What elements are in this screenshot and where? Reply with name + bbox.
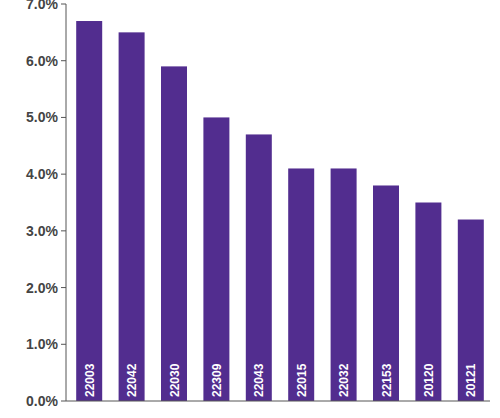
y-tick-label: 4.0% [26, 166, 58, 182]
y-tick [61, 4, 66, 5]
y-axis [66, 4, 67, 401]
category-label: 22153 [380, 363, 394, 397]
bar [203, 117, 229, 401]
y-tick-label: 3.0% [26, 223, 58, 239]
category-label: 22042 [125, 363, 139, 397]
bar [246, 134, 272, 401]
bar [331, 168, 357, 401]
y-tick [61, 117, 66, 118]
y-tick [61, 60, 66, 61]
y-tick-label: 1.0% [26, 336, 58, 352]
x-axis [66, 401, 490, 402]
y-tick [61, 287, 66, 288]
bar [373, 185, 399, 401]
bar [76, 21, 102, 401]
bars [76, 21, 484, 401]
category-label: 22003 [83, 363, 97, 397]
category-label: 22015 [295, 363, 309, 397]
y-tick [61, 344, 66, 345]
category-labels: 22003 22042 22030 22309 22043 22015 22032 22153… [83, 363, 479, 397]
category-label: 22309 [210, 363, 224, 397]
category-label: 22030 [168, 363, 182, 397]
bar [161, 66, 187, 401]
y-tick [61, 401, 66, 402]
y-tick-label: 0.0% [26, 393, 58, 409]
y-tick-label: 5.0% [26, 109, 58, 125]
category-label: 20121 [464, 363, 478, 397]
bar [415, 203, 441, 402]
category-label: 22032 [337, 363, 351, 397]
category-label: 20120 [422, 363, 436, 397]
y-tick [61, 174, 66, 175]
y-tick-label: 7.0% [26, 0, 58, 12]
bar [288, 168, 314, 401]
bar [119, 32, 145, 401]
chart-svg: 0.0%1.0%2.0%3.0%4.0%5.0%6.0%7.0%22003220… [0, 0, 500, 418]
y-tick-label: 6.0% [26, 53, 58, 69]
y-tick-label: 2.0% [26, 280, 58, 296]
category-label: 22043 [252, 363, 266, 397]
y-tick [61, 230, 66, 231]
bar [458, 220, 484, 401]
chart-container: 0.0%1.0%2.0%3.0%4.0%5.0%6.0%7.0%22003220… [0, 0, 500, 418]
